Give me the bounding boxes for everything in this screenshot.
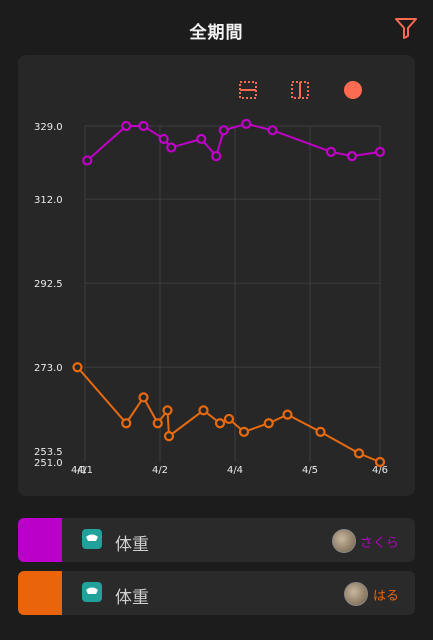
data-point [121,120,132,132]
data-point [346,151,358,162]
y-tick-label: 329.0 [34,122,63,133]
user-name: はる [372,589,399,604]
legend-row-sakura[interactable]: 体重 さくら [18,518,415,562]
data-point [223,413,235,425]
legend-row-haru[interactable]: 体重 はる [18,571,415,615]
data-point [263,418,274,429]
avatar [344,582,368,606]
x-tick-label: 4/2 [152,465,168,476]
y-tick-label: 253.5 [34,447,63,458]
avatar [332,529,356,553]
filter-icon[interactable] [394,16,418,40]
fit-horizontal-icon[interactable] [290,80,310,100]
y-tick-label: 251.0 [34,458,63,469]
data-point [211,151,222,162]
data-point [315,426,326,437]
data-point [166,142,177,153]
color-swatch[interactable] [18,518,62,562]
x-tick-label: 4/1 [71,465,87,476]
top-bar: 全期間 [0,0,433,56]
data-point [214,418,226,429]
data-point [238,426,250,437]
y-tick-label: 273.0 [34,363,63,374]
series-line-0 [86,122,381,162]
data-point [82,155,93,166]
fit-vertical-icon[interactable] [238,80,258,100]
data-point [325,146,337,157]
data-point [121,418,132,429]
color-swatch[interactable] [18,571,62,615]
scale-icon [82,529,102,549]
scale-icon [82,582,102,602]
data-point [353,448,365,459]
data-point [196,133,207,145]
data-point [152,418,163,429]
page-title: 全期間 [189,23,244,43]
data-point [72,362,83,373]
x-tick-label: 4/1 [77,465,93,476]
y-tick-label: 292.5 [34,279,63,290]
x-tick-label: 4/5 [302,465,318,476]
data-point [218,125,229,136]
data-point [374,456,386,468]
data-point [198,405,209,416]
data-point [138,120,149,132]
dot-toggle-icon[interactable] [343,80,363,100]
x-tick-label: 4/6 [372,465,388,476]
data-point [138,392,149,403]
data-point [267,125,278,136]
x-tick-label: 4/4 [227,465,243,476]
y-tick-label: 312.0 [34,195,63,206]
data-point [374,146,386,157]
data-point [282,409,293,420]
legend-label: 体重 [115,588,149,608]
data-point [162,405,173,416]
legend-label: 体重 [115,535,149,555]
data-point [163,431,175,442]
user-name: さくら [359,536,399,551]
data-point [241,118,252,129]
data-point [158,133,169,145]
